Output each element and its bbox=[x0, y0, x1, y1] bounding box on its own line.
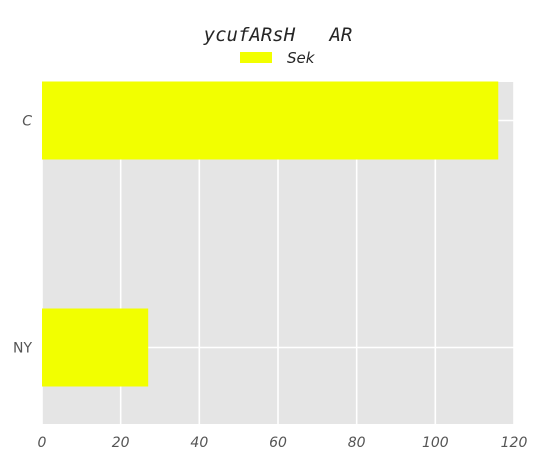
x-axis-ticks: 0 20 40 60 80 100 120 bbox=[38, 435, 528, 451]
bars bbox=[42, 81, 499, 387]
legend-label: Sek bbox=[287, 49, 316, 67]
x-tick-label-6: 120 bbox=[501, 435, 528, 451]
x-tick-label-2: 40 bbox=[190, 435, 208, 451]
chart-title: ycufARsH AR bbox=[203, 24, 353, 46]
x-tick-label-0: 0 bbox=[38, 435, 47, 451]
legend: Sek bbox=[240, 49, 316, 67]
y-axis-ticks: C NY bbox=[13, 114, 32, 357]
x-tick-label-5: 100 bbox=[422, 435, 449, 451]
y-tick-label-c: C bbox=[22, 114, 32, 130]
x-tick-label-1: 20 bbox=[112, 435, 130, 451]
x-tick-label-3: 60 bbox=[269, 435, 287, 451]
x-tick-label-4: 80 bbox=[348, 435, 366, 451]
bar-c bbox=[42, 81, 499, 160]
legend-swatch bbox=[240, 52, 272, 63]
bar-ny bbox=[42, 308, 149, 387]
y-tick-label-ny: NY bbox=[13, 341, 32, 357]
